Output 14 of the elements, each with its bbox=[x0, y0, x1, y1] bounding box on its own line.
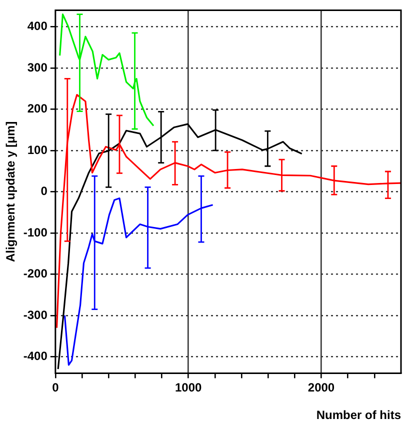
y-tick-label: 200 bbox=[27, 102, 48, 116]
y-tick-label: 0 bbox=[40, 184, 48, 198]
y-tick-label: 300 bbox=[27, 60, 48, 74]
y-tick-label: 400 bbox=[27, 19, 48, 34]
y-tick-label: -300 bbox=[23, 308, 48, 322]
x-tick-label: 1000 bbox=[174, 380, 202, 395]
x-tick-label: 0 bbox=[52, 380, 60, 395]
x-axis-title: Number of hits bbox=[316, 408, 402, 422]
y-tick-label: -400 bbox=[23, 349, 48, 364]
x-tick-label: 2000 bbox=[308, 380, 335, 395]
y-tick-label: 100 bbox=[27, 142, 48, 157]
y-tick-label: -100 bbox=[23, 225, 48, 240]
y-tick-label: -200 bbox=[23, 266, 48, 281]
y-axis-title: Alignment update y [μm] bbox=[4, 121, 18, 262]
